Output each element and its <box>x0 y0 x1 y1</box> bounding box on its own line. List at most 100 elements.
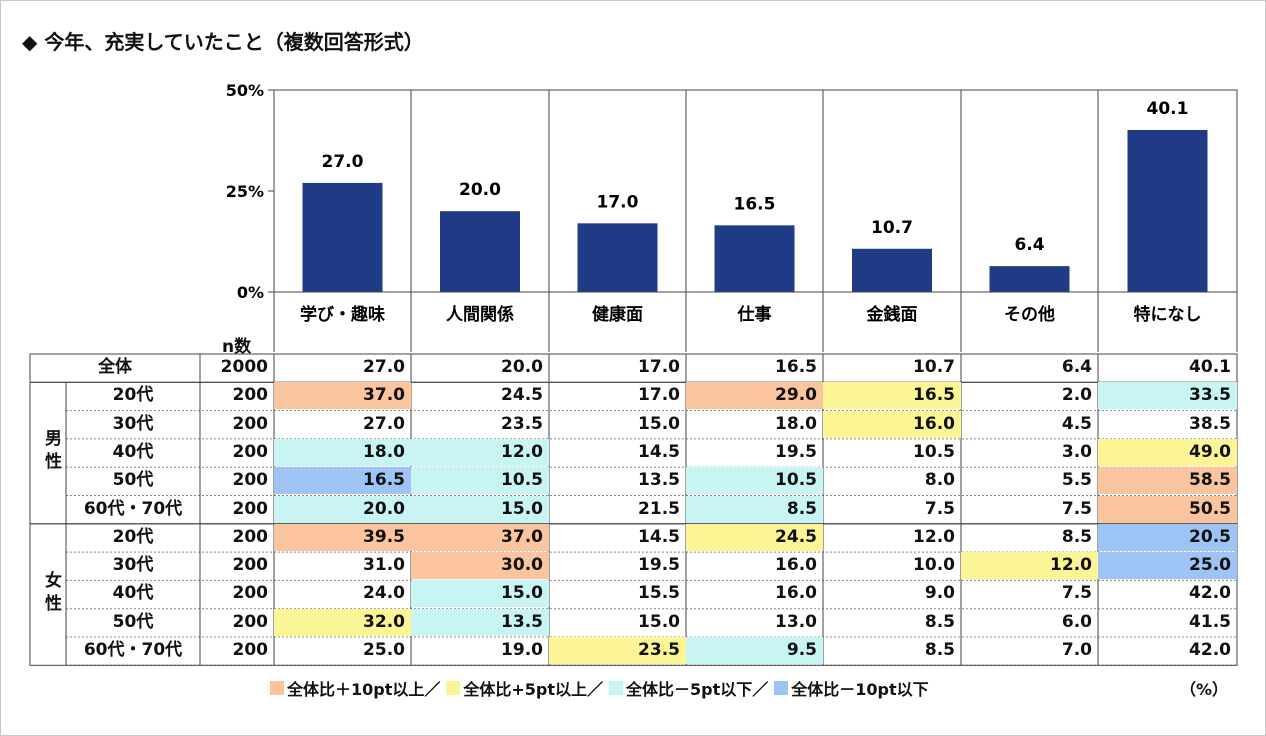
table-cell: 8.5 <box>924 640 955 660</box>
table-cell: 8.0 <box>924 470 955 491</box>
table-cell: 25.0 <box>1098 552 1237 580</box>
table-cell: 37.0 <box>411 523 549 551</box>
table-cell: 7.5 <box>1061 583 1092 604</box>
legend-item: 全体比+5pt以上／ <box>446 676 603 700</box>
table-cell: 10.5 <box>913 441 955 462</box>
table-cell: 13.5 <box>638 470 680 491</box>
table-cell: 16.5 <box>823 382 961 410</box>
table-cell: 25.0 <box>363 640 405 660</box>
table-cell: 32.0 <box>274 608 411 636</box>
y-tick-label: 50% <box>226 81 264 100</box>
legend-swatch <box>446 681 461 695</box>
table-cell: 14.5 <box>638 441 680 462</box>
legend-item: 全体比＋10pt以上／ <box>270 676 440 700</box>
page-title: ◆ 今年、充実していたこと（複数回答形式） <box>22 30 424 54</box>
group-label: 男性 <box>41 429 61 476</box>
table-cell: 17.0 <box>638 357 680 377</box>
table-cell: 37.0 <box>274 382 411 410</box>
table-cell: 20.5 <box>1098 523 1237 551</box>
table-cell: 9.5 <box>686 637 823 664</box>
table-cell: 24.0 <box>363 583 405 604</box>
category-label: 健康面 <box>592 304 643 325</box>
legend-label: 全体比－5pt以下／ <box>626 680 769 699</box>
n-column-label: n数 <box>222 337 252 357</box>
table-cell: 8.5 <box>1061 526 1092 547</box>
table-cell: 13.0 <box>775 611 817 632</box>
table-cell: 6.0 <box>1061 611 1092 632</box>
n-value: 200 <box>232 385 269 406</box>
bar <box>1127 129 1208 292</box>
table-cell: 39.5 <box>274 523 411 551</box>
data-label: 20.0 <box>459 180 501 200</box>
table-cell: 18.0 <box>274 438 411 466</box>
bar <box>714 225 795 292</box>
table-cell: 4.5 <box>1061 413 1092 434</box>
table-cell: 6.4 <box>1061 357 1092 377</box>
data-label: 16.5 <box>734 194 776 214</box>
table-cell: 42.0 <box>1189 640 1231 660</box>
table-cell: 40.1 <box>1189 357 1231 377</box>
table-cell: 58.5 <box>1098 467 1237 495</box>
table-cell: 16.0 <box>823 410 961 438</box>
n-value: 200 <box>232 611 269 632</box>
table-cell: 17.0 <box>638 385 680 406</box>
table-cell: 10.5 <box>411 467 549 495</box>
table-cell: 16.5 <box>274 467 411 495</box>
table-cell: 50.5 <box>1098 495 1237 523</box>
n-value: 200 <box>232 640 269 660</box>
table-cell: 20.0 <box>274 495 411 523</box>
legend-item: 全体比－10pt以下 <box>774 676 929 700</box>
row-label: 全体 <box>98 357 132 377</box>
row-label: 50代 <box>112 470 154 491</box>
group-border <box>29 523 1238 666</box>
table-cell: 15.0 <box>411 580 549 608</box>
group-label: 女性 <box>41 570 61 617</box>
table-cell: 24.5 <box>501 385 543 406</box>
row-label: 30代 <box>112 413 154 434</box>
table-cell: 27.0 <box>363 413 405 434</box>
table-cell: 12.0 <box>411 438 549 466</box>
data-label: 17.0 <box>597 192 639 212</box>
n-value: 2000 <box>220 357 268 377</box>
table-cell: 10.7 <box>913 357 955 377</box>
n-value: 200 <box>232 498 269 519</box>
y-tick-label: 0% <box>237 283 264 302</box>
table-cell: 3.0 <box>1061 441 1092 462</box>
table-cell: 31.0 <box>363 555 405 576</box>
legend-label: 全体比＋10pt以上／ <box>287 680 441 699</box>
table-cell: 2.0 <box>1061 385 1092 406</box>
legend-label: 全体比－10pt以下 <box>791 680 929 699</box>
table-cell: 7.0 <box>1061 640 1092 660</box>
row-label: 20代 <box>112 526 154 547</box>
table-cell: 49.0 <box>1098 438 1237 466</box>
bar <box>577 223 658 292</box>
row-label: 40代 <box>112 441 154 462</box>
table-cell: 33.5 <box>1098 382 1237 410</box>
table-cell: 21.5 <box>638 498 680 519</box>
y-tick-label: 25% <box>226 182 264 201</box>
bar <box>989 266 1070 292</box>
row-label: 60代・70代 <box>83 498 183 519</box>
table-cell: 23.5 <box>549 637 686 664</box>
table-cell: 15.0 <box>411 495 549 523</box>
data-label: 40.1 <box>1147 99 1189 119</box>
table-cell: 24.5 <box>686 523 823 551</box>
table-cell: 16.5 <box>775 357 817 377</box>
table-cell: 30.0 <box>411 552 549 580</box>
table-cell: 23.5 <box>501 413 543 434</box>
data-label: 27.0 <box>322 152 364 172</box>
legend-swatch <box>609 681 624 695</box>
table-cell: 41.5 <box>1189 611 1231 632</box>
table-cell: 10.0 <box>913 555 955 576</box>
table-cell: 14.5 <box>638 526 680 547</box>
row-label: 40代 <box>112 583 154 604</box>
category-label: 学び・趣味 <box>300 304 385 325</box>
row-label: 20代 <box>112 385 154 406</box>
legend: 全体比＋10pt以上／ 全体比+5pt以上／ 全体比－5pt以下／ 全体比－10pt以… <box>270 676 935 700</box>
table-cell: 15.0 <box>638 413 680 434</box>
table-cell: 19.5 <box>775 441 817 462</box>
bar <box>852 248 932 292</box>
legend-swatch <box>270 681 284 695</box>
row-label: 50代 <box>112 611 154 632</box>
